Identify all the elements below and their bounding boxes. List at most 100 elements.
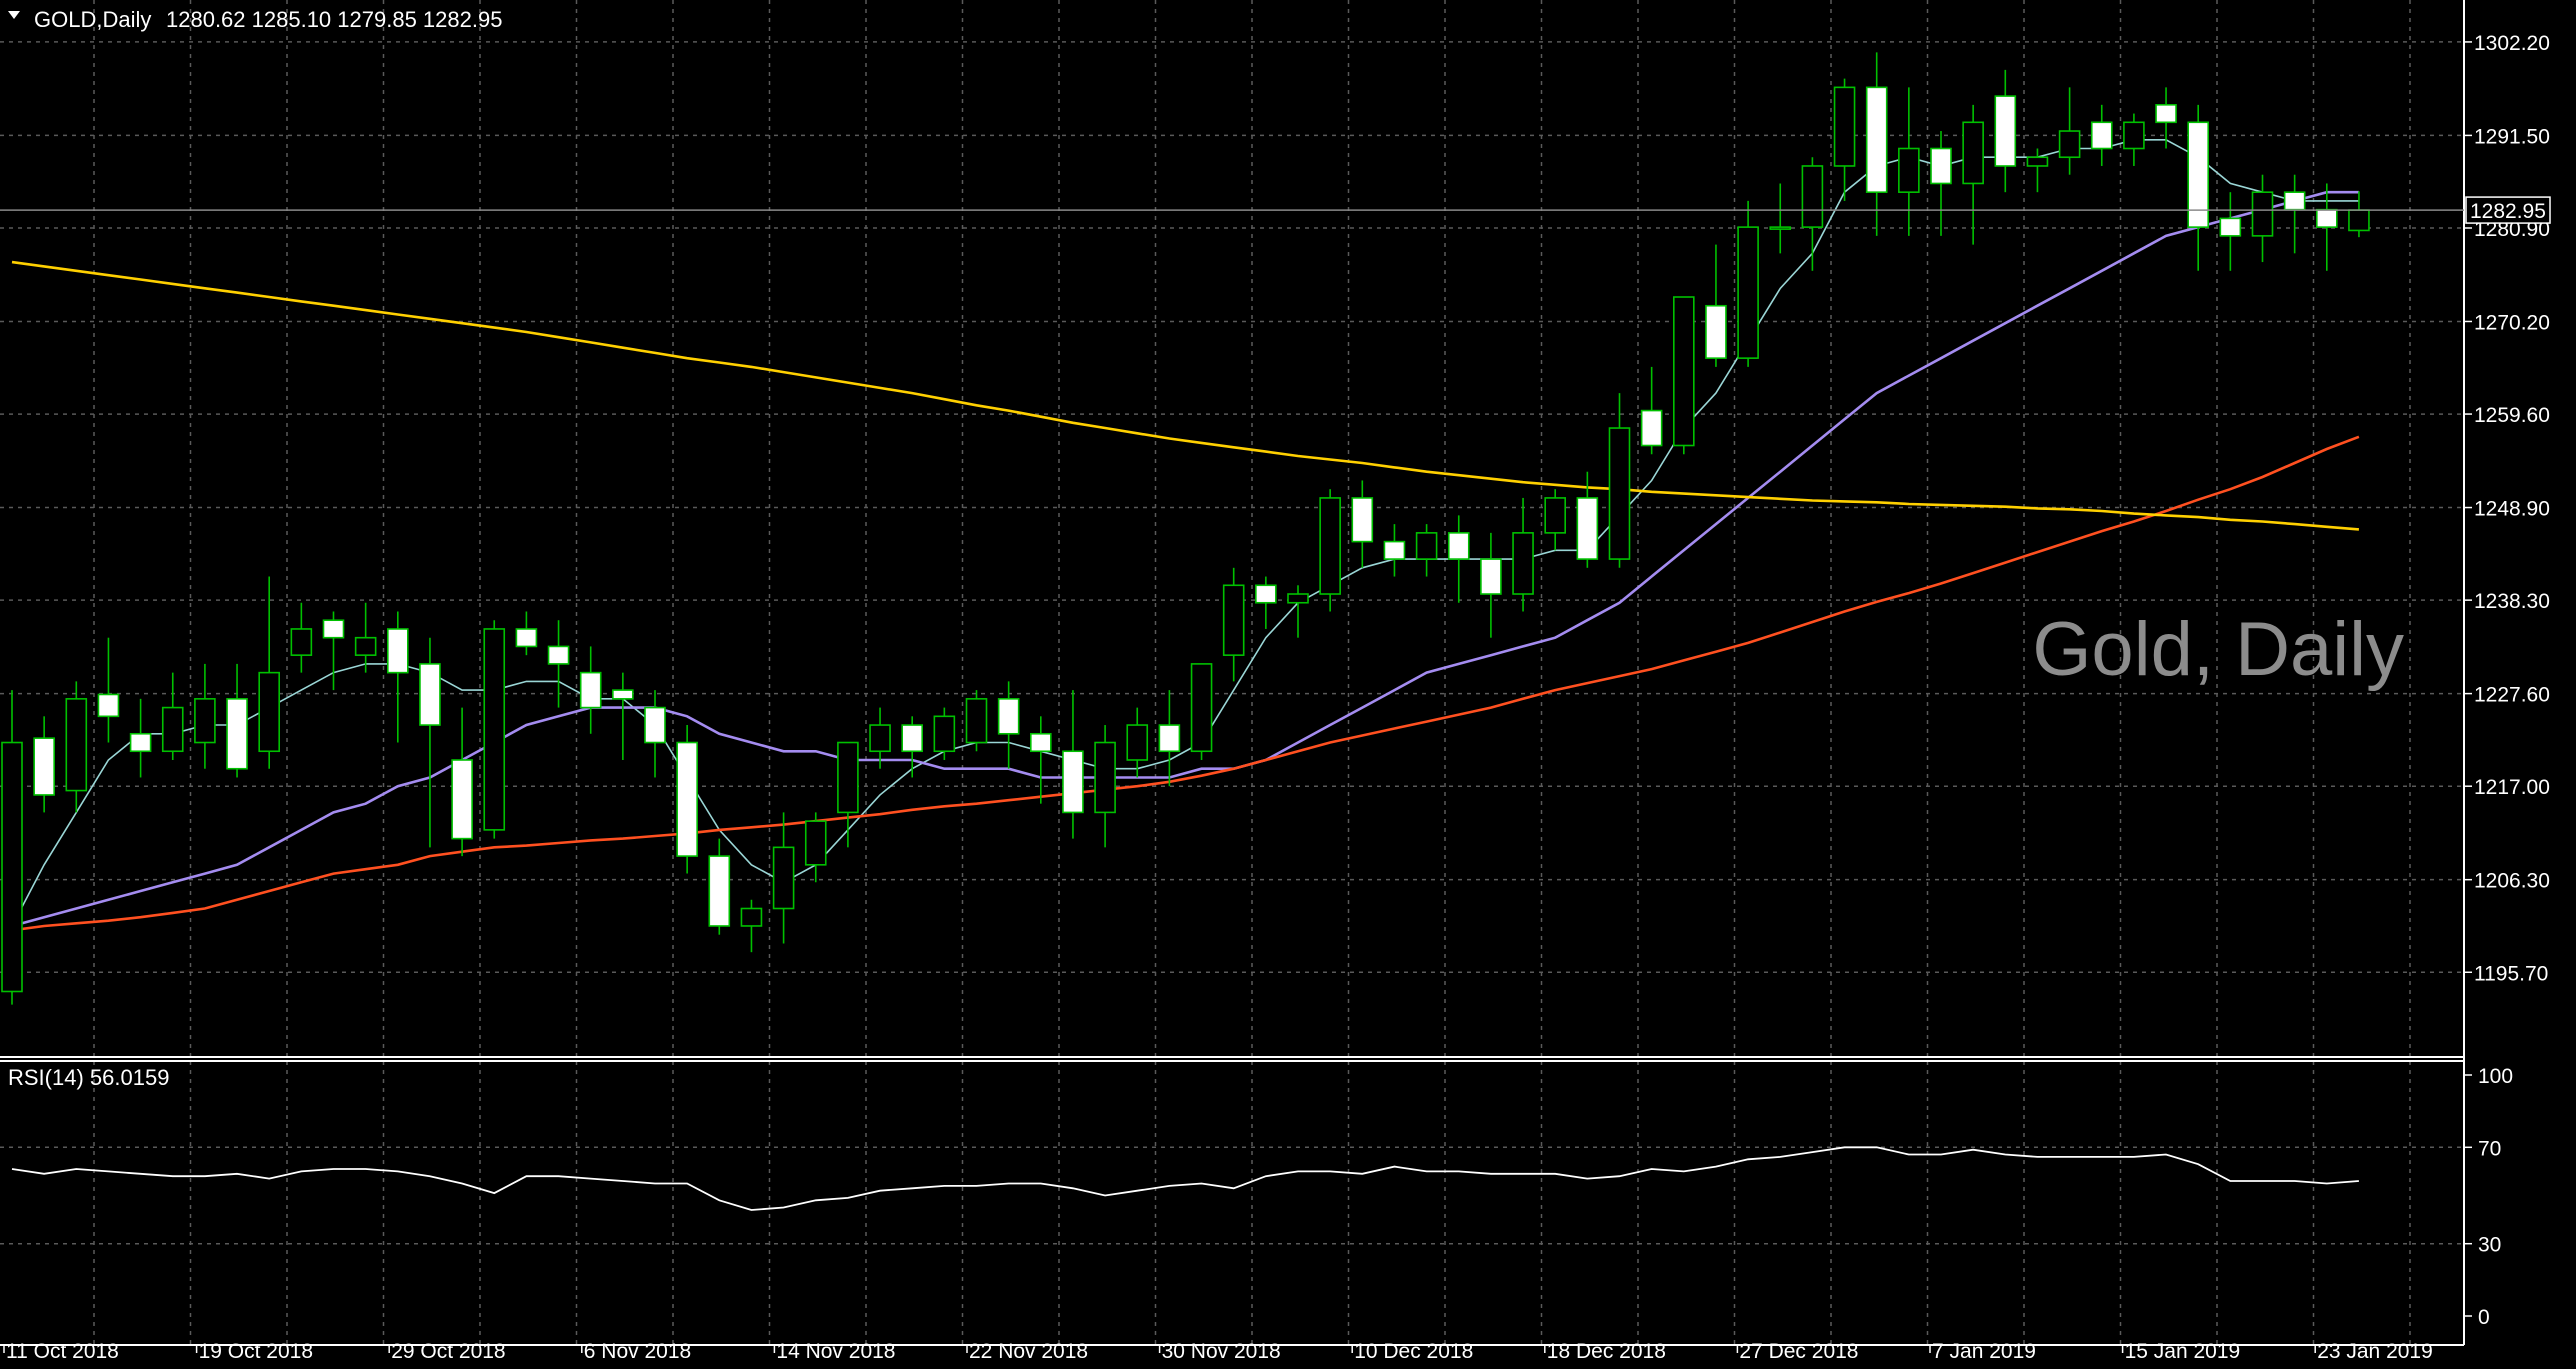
candle-body-bear xyxy=(33,737,55,796)
candle-body-bull xyxy=(933,715,956,753)
candle[interactable] xyxy=(1415,524,1438,577)
candle-body-bear xyxy=(676,741,698,857)
rsi-tick-label: 100 xyxy=(2478,1065,2513,1088)
candle[interactable] xyxy=(2026,148,2049,193)
candle[interactable] xyxy=(708,838,731,935)
candle-body-bear xyxy=(901,724,924,753)
candle[interactable] xyxy=(1673,296,1695,455)
candle-body-bear xyxy=(419,663,441,726)
candle[interactable] xyxy=(1898,87,1920,236)
candle[interactable] xyxy=(354,602,377,673)
candle[interactable] xyxy=(2316,183,2338,271)
candle[interactable] xyxy=(1737,200,1759,367)
candle[interactable] xyxy=(901,716,924,778)
time-tick-label: 6 Nov 2018 xyxy=(584,1340,691,1363)
candle[interactable] xyxy=(226,663,248,778)
candle-body-bull xyxy=(161,706,184,753)
candle[interactable] xyxy=(676,725,698,874)
candle[interactable] xyxy=(1640,366,1663,455)
symbol-label: GOLD,Daily xyxy=(34,7,151,32)
candle[interactable] xyxy=(612,672,634,760)
candle[interactable] xyxy=(1994,69,2017,193)
candle-body-bear xyxy=(1062,750,1084,814)
candle[interactable] xyxy=(97,637,120,743)
price-tick-label: 1227.60 xyxy=(2474,684,2550,707)
candle[interactable] xyxy=(1030,716,1052,804)
candle[interactable] xyxy=(1255,576,1277,629)
candle[interactable] xyxy=(1930,131,1952,236)
candle[interactable] xyxy=(1576,471,1599,568)
candle-body-bear xyxy=(451,759,473,840)
candle[interactable] xyxy=(451,707,473,857)
candle-body-bull xyxy=(1898,147,1920,193)
candle[interactable] xyxy=(1319,489,1341,612)
candle[interactable] xyxy=(2251,174,2274,263)
candle[interactable] xyxy=(1222,567,1245,682)
candle[interactable] xyxy=(1544,489,1566,551)
candle[interactable] xyxy=(837,741,859,848)
current-price-label: 1282.95 xyxy=(2470,200,2546,223)
price-tick-label: 1302.20 xyxy=(2474,32,2550,55)
candle[interactable] xyxy=(290,602,313,673)
candle[interactable] xyxy=(933,707,956,760)
candle[interactable] xyxy=(2219,192,2242,271)
candle[interactable] xyxy=(1287,585,1309,638)
candle[interactable] xyxy=(1,690,23,1005)
candle-body-bear xyxy=(612,689,634,700)
dropdown-triangle-icon[interactable] xyxy=(8,11,20,19)
candle[interactable] xyxy=(419,637,441,848)
candle[interactable] xyxy=(65,681,88,813)
candle[interactable] xyxy=(1447,515,1470,603)
candle[interactable] xyxy=(129,698,152,778)
candle[interactable] xyxy=(1801,157,1824,271)
candle[interactable] xyxy=(33,716,55,813)
candle[interactable] xyxy=(1608,393,1631,568)
candle[interactable] xyxy=(804,812,827,883)
candle-body-bull xyxy=(1190,663,1213,753)
candle[interactable] xyxy=(965,690,988,752)
candle[interactable] xyxy=(740,899,763,953)
candle[interactable] xyxy=(1512,497,1534,612)
candle-body-bull xyxy=(869,724,891,753)
candle[interactable] xyxy=(1094,725,1116,848)
candle[interactable] xyxy=(2058,87,2081,175)
candle[interactable] xyxy=(1158,690,1181,787)
candle[interactable] xyxy=(644,690,666,778)
candle-body-bear xyxy=(1865,86,1888,193)
candle[interactable] xyxy=(547,620,570,708)
candle[interactable] xyxy=(1865,52,1888,236)
candle-body-bull xyxy=(837,741,859,814)
candle[interactable] xyxy=(772,812,795,944)
candle[interactable] xyxy=(483,620,506,839)
time-tick-label: 14 Nov 2018 xyxy=(776,1340,895,1363)
candle[interactable] xyxy=(997,681,1020,769)
candle[interactable] xyxy=(1833,78,1856,201)
candle[interactable] xyxy=(1769,183,1792,254)
candle-body-bull xyxy=(290,628,313,656)
candle[interactable] xyxy=(1062,690,1084,839)
candle[interactable] xyxy=(194,663,216,769)
candle[interactable] xyxy=(161,672,184,760)
candle[interactable] xyxy=(2155,87,2177,149)
candle-body-bull xyxy=(1769,226,1792,230)
candle[interactable] xyxy=(1705,244,1727,367)
candle[interactable] xyxy=(1383,524,1406,577)
candle[interactable] xyxy=(1126,707,1149,778)
candle[interactable] xyxy=(1190,663,1213,760)
candle[interactable] xyxy=(579,646,602,734)
candle[interactable] xyxy=(515,611,538,656)
candle-body-bear xyxy=(2090,121,2113,150)
candle[interactable] xyxy=(869,707,891,769)
candle[interactable] xyxy=(2090,104,2113,166)
candle[interactable] xyxy=(322,611,345,691)
candle[interactable] xyxy=(2187,104,2209,271)
candle[interactable] xyxy=(2123,113,2145,166)
candle[interactable] xyxy=(386,611,409,743)
candle-body-bull xyxy=(2058,130,2081,159)
candle[interactable] xyxy=(258,576,281,769)
candlesticks[interactable] xyxy=(1,52,2370,1005)
candle[interactable] xyxy=(1351,480,1374,568)
candle[interactable] xyxy=(1962,104,1984,245)
candle[interactable] xyxy=(1480,532,1502,638)
